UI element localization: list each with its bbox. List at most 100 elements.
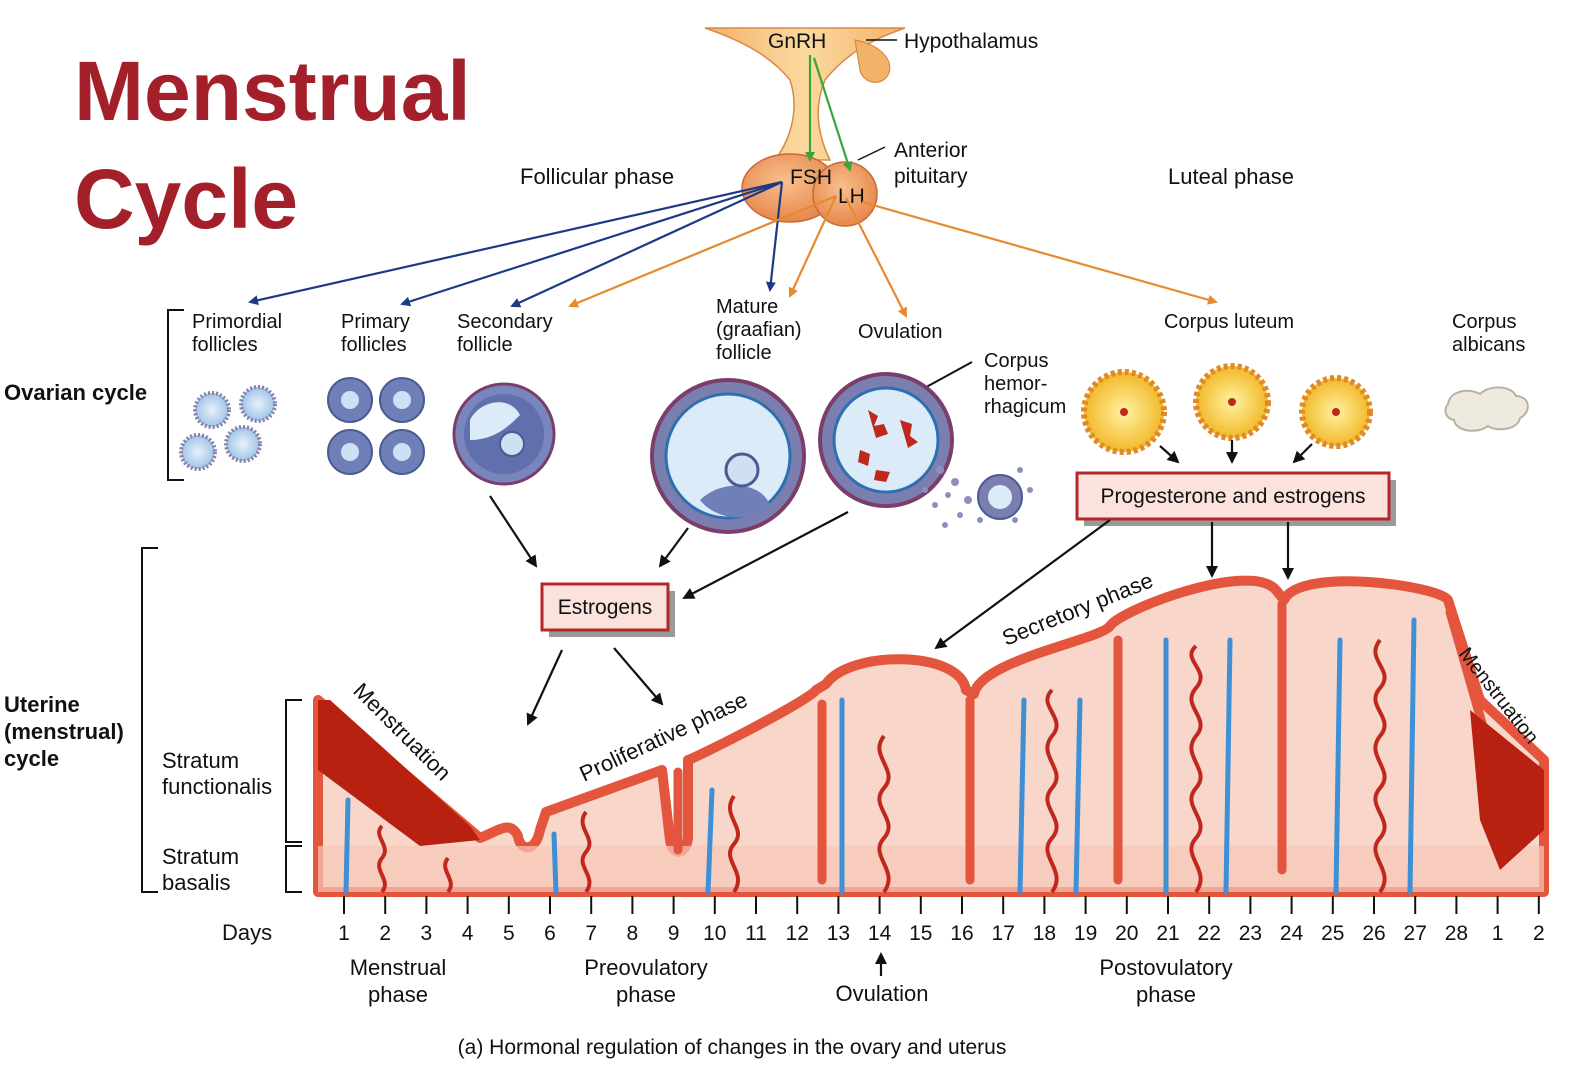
day-ticks [343, 896, 1540, 914]
primordial-follicles-illustration [179, 385, 277, 471]
postovulatory-phase-label-1: Postovulatory [1099, 955, 1232, 980]
anterior-pituitary-label-2: pituitary [894, 165, 968, 188]
anterior-pituitary-leader [857, 146, 886, 161]
day-label: 28 [1445, 922, 1468, 945]
corpus-hemorrhagicum-label-2: hemor- [984, 373, 1047, 395]
fsh-arrow-primordial [248, 180, 783, 306]
endometrium-illustration [313, 575, 1549, 897]
uterine-label-3: cycle [4, 746, 59, 771]
progesterone-estrogens-text: Progesterone and estrogens [1100, 485, 1365, 508]
follicular-phase-label: Follicular phase [520, 164, 674, 189]
corpus-luteum-label: Corpus luteum [1164, 311, 1294, 333]
mature-label-2: (graafian) [716, 319, 802, 341]
title-line-2: Cycle [74, 152, 298, 246]
day-label: 11 [745, 922, 767, 945]
title-line-1: Menstrual [74, 44, 471, 138]
day-label: 10 [703, 922, 726, 945]
day-labels: 1 2 3 4 5 6 7 8 9 10 11 12 13 14 15 16 17 18 19 20 21 22 23 24 2… [338, 922, 1544, 945]
ovarian-cycle-bracket [167, 309, 184, 481]
estrogens-box: Estrogens [540, 582, 675, 637]
corpus-hemorrhagicum-label-3: rhagicum [984, 396, 1066, 418]
ovulation-label: Ovulation [858, 321, 943, 343]
functionalis-label-1: Stratum [162, 748, 239, 773]
day-label: 1 [1492, 922, 1504, 945]
ovarian-cycle-label: Ovarian cycle [4, 380, 147, 405]
corpus-albicans-illustration [1444, 386, 1529, 432]
lh-arrow-ovulation [845, 197, 907, 318]
corpus-hemorrhagicum-label-1: Corpus [984, 350, 1048, 372]
gnrh-label: GnRH [768, 30, 826, 53]
days-label: Days [222, 920, 272, 945]
corpus-albicans-label-1: Corpus [1452, 311, 1516, 333]
lh-arrow-secondary [568, 194, 837, 308]
mature-label-1: Mature [716, 296, 778, 318]
primordial-label-1: Primordial [192, 311, 282, 333]
functionalis-label-2: functionalis [162, 774, 272, 799]
corpus-albicans-label-2: albicans [1452, 334, 1525, 356]
fsh-label: FSH [790, 166, 832, 189]
primary-label-1: Primary [341, 311, 410, 333]
functionalis-bracket [285, 699, 302, 843]
day-label: 9 [668, 922, 680, 945]
day-label: 4 [462, 922, 474, 945]
follicles-to-estrogens-arrows [489, 495, 849, 599]
mature-label-3: follicle [716, 342, 772, 364]
day-label: 24 [1280, 922, 1304, 945]
uterine-label-2: (menstrual) [4, 719, 124, 744]
uterine-cycle-bracket [141, 547, 158, 893]
luteum-to-progesterone-arrows [1159, 440, 1313, 464]
progesterone-estrogens-box: Progesterone and estrogens [1075, 471, 1396, 526]
day-label: 1 [338, 922, 350, 945]
day-label: 2 [379, 922, 391, 945]
ovulation-day-label: Ovulation [836, 981, 929, 1006]
day-label: 26 [1362, 922, 1385, 945]
ovulation-illustration [818, 372, 1033, 528]
day-label: 22 [1198, 922, 1221, 945]
anterior-pituitary-label-1: Anterior [894, 139, 968, 162]
fsh-arrows [248, 180, 784, 308]
secondary-label-2: follicle [457, 334, 513, 356]
day-label: 2 [1533, 922, 1545, 945]
day-label: 8 [627, 922, 639, 945]
primordial-label-2: follicles [192, 334, 258, 356]
uterine-label-1: Uterine [4, 692, 80, 717]
day-label: 27 [1404, 922, 1427, 945]
day-label: 19 [1074, 922, 1097, 945]
day-label: 6 [544, 922, 556, 945]
fsh-arrow-mature [765, 181, 784, 292]
lh-arrow-corpus-luteum [861, 200, 1218, 305]
lh-label: LH [838, 185, 865, 208]
caption: (a) Hormonal regulation of changes in th… [458, 1036, 1007, 1059]
day-label: 13 [827, 922, 850, 945]
day-label: 17 [992, 922, 1015, 945]
day-label: 3 [421, 922, 433, 945]
menstrual-phase-label-2: phase [368, 982, 428, 1007]
primary-label-2: follicles [341, 334, 407, 356]
day-label: 20 [1115, 922, 1138, 945]
day-label: 16 [950, 922, 973, 945]
day-label: 23 [1239, 922, 1262, 945]
gnrh-to-lh-arrow [812, 57, 853, 172]
preovulatory-phase-label-2: phase [616, 982, 676, 1007]
basalis-label-1: Stratum [162, 844, 239, 869]
fsh-arrow-secondary [510, 181, 783, 308]
hypothalamus-label: Hypothalamus [904, 30, 1038, 53]
corpus-luteum-illustration [1081, 363, 1373, 455]
day-label: 7 [585, 922, 597, 945]
menstrual-phase-label-1: Menstrual [350, 955, 447, 980]
day-label: 5 [503, 922, 515, 945]
day-label: 21 [1156, 922, 1179, 945]
day-label: 18 [1033, 922, 1056, 945]
luteal-phase-label: Luteal phase [1168, 164, 1294, 189]
progesterone-to-uterus-arrows [934, 519, 1294, 650]
lh-arrows [568, 194, 1218, 318]
day-label: 14 [868, 922, 892, 945]
primary-follicles-illustration [327, 377, 425, 475]
lh-arrow-mature [788, 195, 837, 298]
day-label: 15 [909, 922, 932, 945]
mature-follicle-illustration [650, 378, 806, 534]
postovulatory-phase-label-2: phase [1136, 982, 1196, 1007]
basalis-label-2: basalis [162, 870, 230, 895]
